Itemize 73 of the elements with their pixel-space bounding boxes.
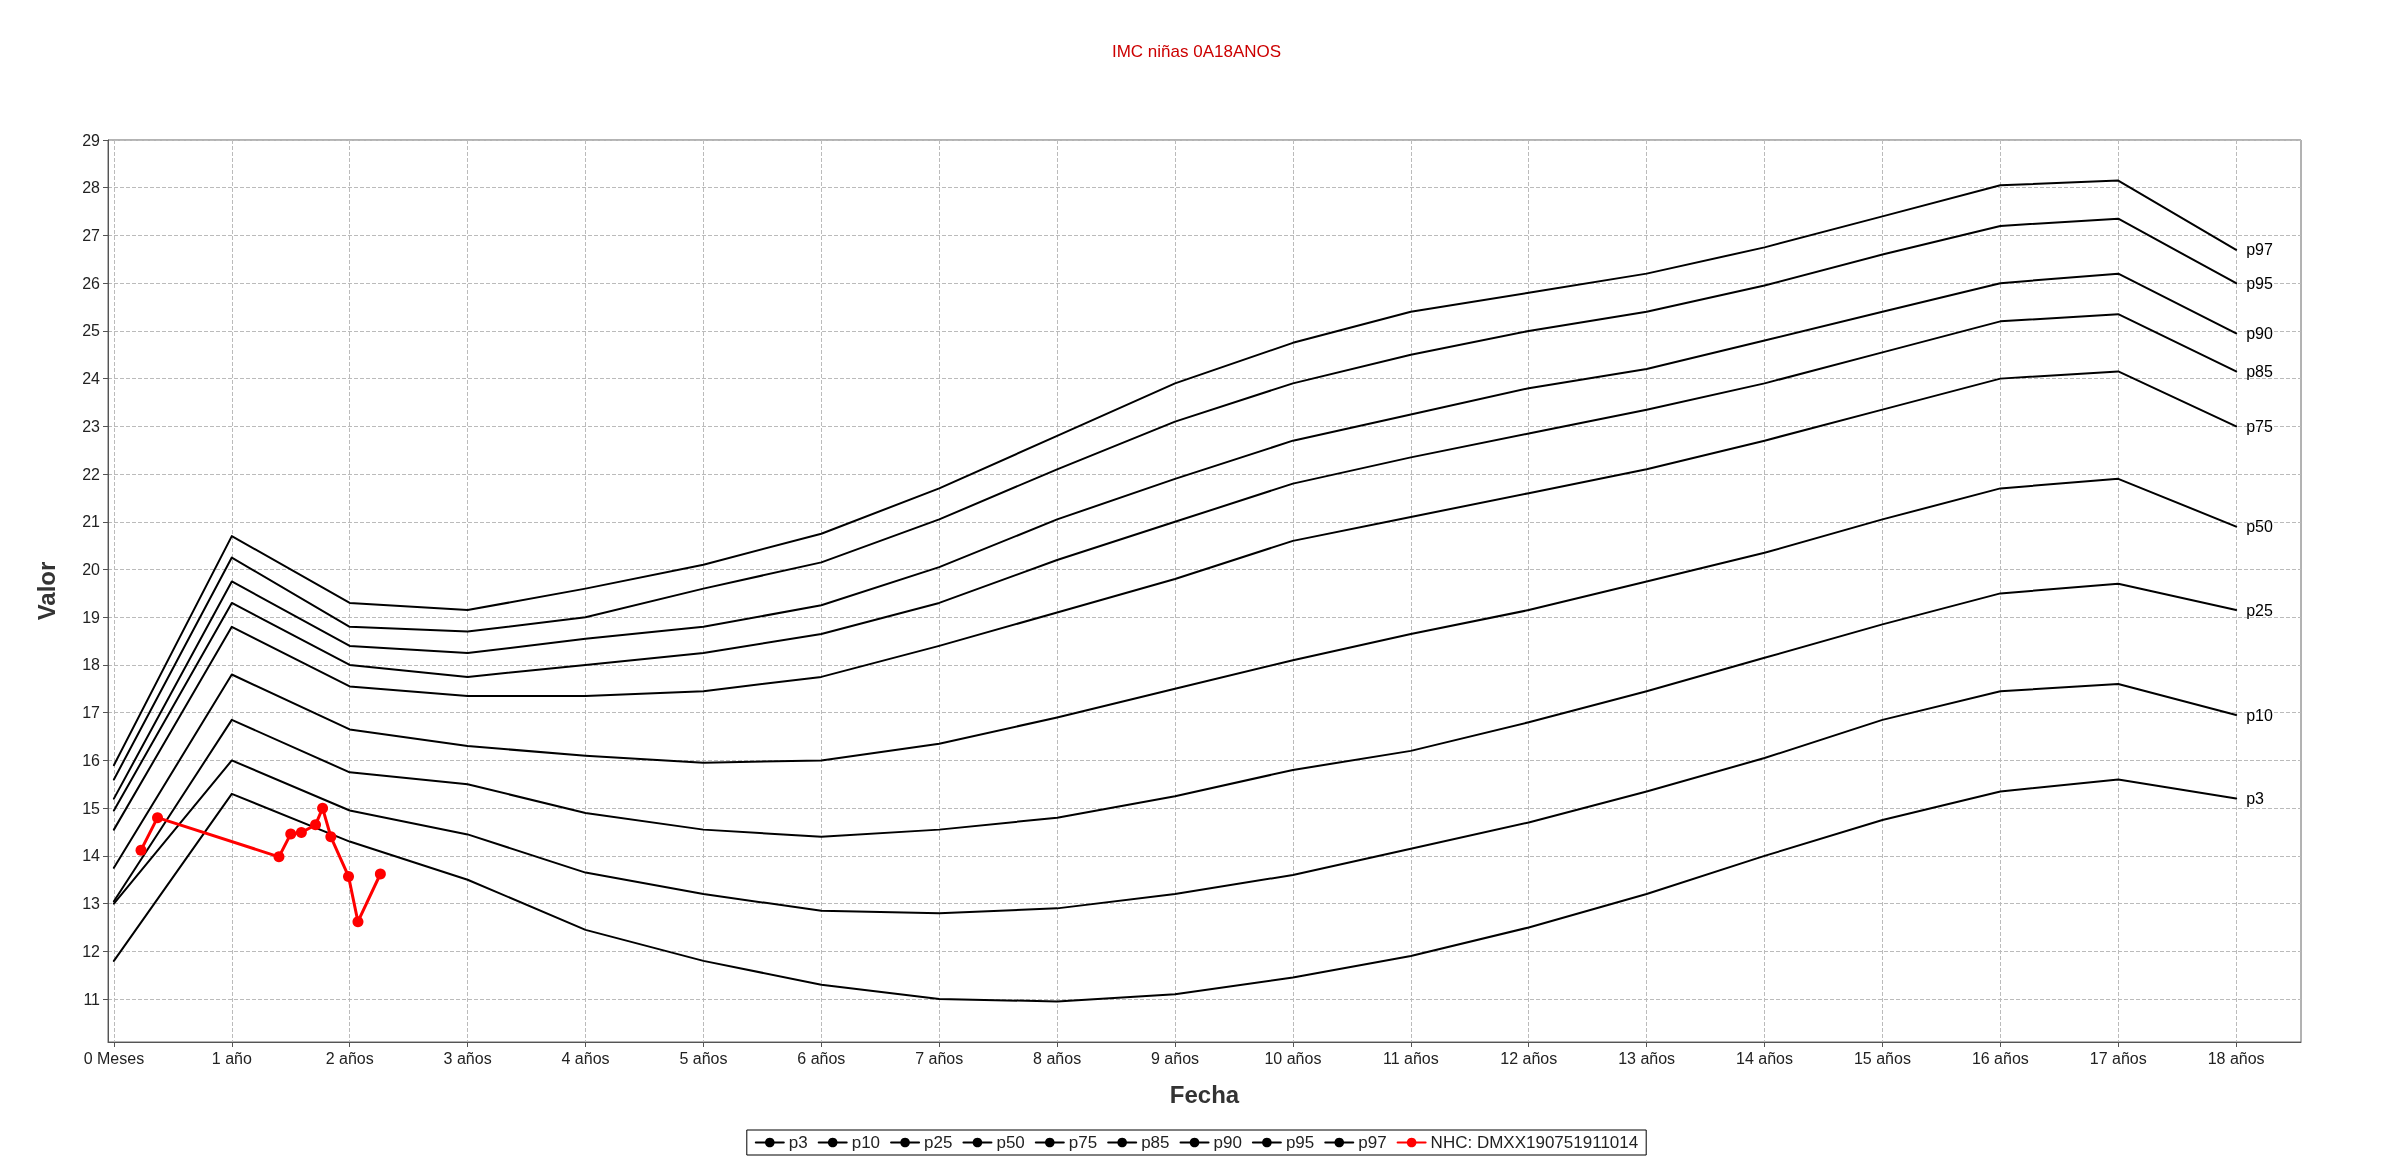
x-tick-label: 17 años xyxy=(2089,1049,2147,1067)
x-tick-label: 16 años xyxy=(1971,1049,2029,1067)
y-tick-label: 27 xyxy=(82,226,101,244)
x-tick-label: 12 años xyxy=(1500,1049,1558,1067)
text: p97 xyxy=(2246,241,2273,259)
y-tick-label: 15 xyxy=(82,799,101,817)
legend-label: p97 xyxy=(1358,1133,1387,1152)
legend-label: p50 xyxy=(996,1133,1025,1152)
point xyxy=(374,868,386,880)
x-tick-label: 15 años xyxy=(1853,1049,1911,1067)
y-tick-label: 25 xyxy=(82,322,101,340)
y-tick-label: 19 xyxy=(82,608,101,626)
point xyxy=(295,826,307,838)
legend-label: p3 xyxy=(788,1133,808,1152)
x-tick-label: 8 años xyxy=(1033,1049,1082,1067)
x-tick-label: 2 años xyxy=(325,1049,374,1067)
y-tick-label: 21 xyxy=(82,513,101,531)
text: p10 xyxy=(2246,706,2273,724)
point xyxy=(135,844,147,856)
y-tick-label: 28 xyxy=(82,179,101,197)
point xyxy=(325,831,337,843)
x-tick-label: 13 años xyxy=(1618,1049,1676,1067)
y-tick-label: 12 xyxy=(82,942,101,960)
text: p3 xyxy=(2246,790,2264,808)
legend-label: p75 xyxy=(1068,1133,1098,1152)
x-tick-label: 5 años xyxy=(679,1049,728,1067)
text: p95 xyxy=(2246,274,2273,292)
x-tick-label: 0 Meses xyxy=(83,1049,145,1067)
line-series xyxy=(112,778,2238,1003)
x-tick-label: 9 años xyxy=(1151,1049,1200,1067)
point xyxy=(317,802,329,814)
y-tick-label: 16 xyxy=(82,751,101,769)
y-tick-label: 17 xyxy=(82,704,101,722)
y-tick-label: 11 xyxy=(83,990,101,1008)
line-series xyxy=(112,477,2238,869)
x-tick-label: 3 años xyxy=(443,1049,492,1067)
y-tick-label: 23 xyxy=(82,417,101,435)
legend-label: p95 xyxy=(1285,1133,1315,1152)
x-tick-label: 4 años xyxy=(561,1049,610,1067)
point xyxy=(152,812,164,824)
legend-label: p85 xyxy=(1141,1133,1170,1152)
y-tick-label: 26 xyxy=(82,274,101,292)
y-tick-label: 20 xyxy=(82,561,101,579)
x-tick-label: 14 años xyxy=(1736,1049,1794,1067)
y-tick-label: 22 xyxy=(82,465,101,483)
chart-title: IMC niñas 0A18ANOS xyxy=(1111,42,1282,61)
text: p75 xyxy=(2246,417,2273,435)
text: p25 xyxy=(2246,601,2273,619)
x-tick-label: 6 años xyxy=(797,1049,846,1067)
point xyxy=(273,851,285,863)
y-tick-label: 14 xyxy=(82,847,101,865)
point xyxy=(343,870,355,882)
legend-label: p90 xyxy=(1213,1133,1242,1152)
point xyxy=(310,819,322,831)
y-tick-label: 18 xyxy=(82,656,101,674)
y-axis-title: Valor xyxy=(32,561,60,621)
point xyxy=(285,828,297,840)
legend-label: p10 xyxy=(851,1133,881,1152)
x-tick-label: 10 años xyxy=(1264,1049,1322,1067)
x-tick-label: 1 año xyxy=(211,1049,252,1067)
text: p50 xyxy=(2246,518,2273,536)
x-axis-title: Fecha xyxy=(1169,1080,1240,1108)
text: p90 xyxy=(2246,324,2273,342)
y-tick-label: 24 xyxy=(82,370,101,388)
text: p85 xyxy=(2246,362,2273,380)
x-tick-label: 18 años xyxy=(2207,1049,2265,1067)
legend-label: p25 xyxy=(924,1133,953,1152)
x-tick-label: 11 años xyxy=(1382,1049,1439,1067)
point xyxy=(352,916,364,928)
y-tick-label: 13 xyxy=(82,895,101,913)
x-tick-label: 7 años xyxy=(915,1049,964,1067)
legend-label: NHC: DMXX190751911014 xyxy=(1430,1133,1639,1152)
y-tick-label: 29 xyxy=(82,131,101,149)
